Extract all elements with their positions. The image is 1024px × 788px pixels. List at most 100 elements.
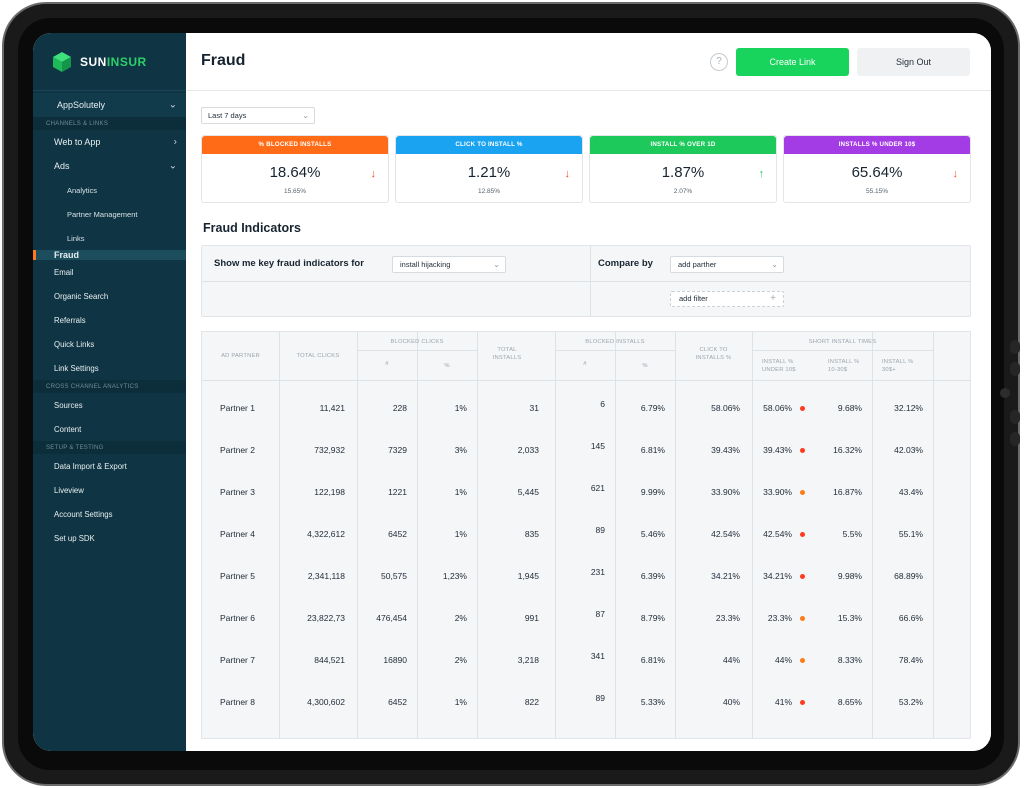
sidebar-item-analytics[interactable]: Analytics xyxy=(33,178,186,202)
cell-bi: 89 xyxy=(595,693,605,703)
kpi-previous: 12.85% xyxy=(477,188,501,195)
header-blocked-installs-pct: % xyxy=(642,363,648,369)
cell-installs: 991 xyxy=(524,613,539,623)
sign-out-button[interactable]: Sign Out xyxy=(857,48,970,76)
cell-installs: 31 xyxy=(529,403,539,413)
status-dot-icon xyxy=(800,574,805,579)
table-row[interactable]: Partner 1 11,421 228 1% 31 6 6.79% 58.06% 58.06%… xyxy=(202,387,970,429)
cell-u10: 23.3% xyxy=(767,613,792,623)
kpi-label: CLICK TO INSTALL % xyxy=(396,136,582,154)
cell-partner: Partner 8 xyxy=(220,697,255,707)
status-dot-icon xyxy=(800,532,805,537)
compare-by-select[interactable]: add parther ⌄ xyxy=(670,256,784,273)
sidebar-item-label: Partner Management xyxy=(67,209,138,219)
compare-by-value: add parther xyxy=(678,260,717,269)
sidebar-item-liveview[interactable]: Liveview xyxy=(33,478,186,502)
cell-clicks: 2,341,118 xyxy=(307,571,345,581)
sidebar-item-sources[interactable]: Sources xyxy=(33,393,186,417)
logo[interactable]: SUNINSUR xyxy=(33,33,186,91)
sidebar-item-content[interactable]: Content xyxy=(33,417,186,441)
sidebar-item-email[interactable]: Email xyxy=(33,260,186,284)
sidebar-item-referrals[interactable]: Referrals xyxy=(33,308,186,332)
cell-u10: 58.06% xyxy=(763,403,792,413)
sidebar-item-partner-management[interactable]: Partner Management xyxy=(33,202,186,226)
cell-bcp: 1% xyxy=(454,403,467,413)
cell-u10: 41% xyxy=(774,697,792,707)
cell-installs: 2,033 xyxy=(517,445,539,455)
cell-clicks: 4,322,612 xyxy=(307,529,345,539)
sidebar-item-label: Link Settings xyxy=(54,363,99,373)
sidebar-item-label: Ads xyxy=(54,161,70,171)
header-blocked-clicks: BLOCKED CLICKS xyxy=(390,339,444,345)
sidebar-item-label: Quick Links xyxy=(54,339,95,349)
kpi-value: 1.87% xyxy=(661,164,705,181)
sidebar-item-link-settings[interactable]: Link Settings xyxy=(33,356,186,380)
status-dot-icon xyxy=(800,616,805,621)
add-filter-button[interactable]: add filter + xyxy=(670,291,784,307)
table-row[interactable]: Partner 8 4,300,602 6452 1% 822 89 5.33% 40% 41%… xyxy=(202,681,970,723)
help-icon[interactable]: ? xyxy=(710,53,728,71)
sidebar-item-label: Sources xyxy=(54,400,83,410)
header-divider xyxy=(357,350,477,351)
column-divider xyxy=(477,332,478,738)
cell-clicks: 844,521 xyxy=(314,655,345,665)
kpi-label: INSTALLS % UNDER 10$ xyxy=(784,136,970,154)
header-line: INSTALL % xyxy=(882,359,914,365)
sidebar-item-links[interactable]: Links xyxy=(33,226,186,250)
cell-bip: 8.79% xyxy=(640,613,665,623)
cell-clicks: 11,421 xyxy=(319,403,345,413)
sidebar-item-organic-search[interactable]: Organic Search xyxy=(33,284,186,308)
top-bar: Fraud ? Create Link Sign Out xyxy=(186,33,991,91)
cell-bc: 6452 xyxy=(388,697,407,707)
cell-o: 78.4% xyxy=(898,655,923,665)
header-line: INSTALL % xyxy=(762,359,794,365)
header-divider xyxy=(202,380,970,381)
cell-c2i: 58.06% xyxy=(711,403,740,413)
sidebar-item-label: Data Import & Export xyxy=(54,461,127,471)
table-row[interactable]: Partner 2 732,932 7329 3% 2,033 145 6.81% 39.43… xyxy=(202,429,970,471)
create-link-button[interactable]: Create Link xyxy=(736,48,849,76)
cell-bip: 6.81% xyxy=(640,445,665,455)
kpi-previous: 2.07% xyxy=(673,188,693,195)
cell-o: 68.89% xyxy=(894,571,923,581)
side-button xyxy=(1010,340,1020,354)
cell-c2i: 34.21% xyxy=(711,571,740,581)
sidebar-item-label: Email xyxy=(54,267,74,277)
sidebar-item-account-settings[interactable]: Account Settings xyxy=(33,502,186,526)
header-line: 10-30$ xyxy=(828,367,848,373)
cell-bip: 5.33% xyxy=(640,697,665,707)
header-line: CLICK TO xyxy=(699,347,728,353)
date-range-select[interactable]: Last 7 days ⌄ xyxy=(201,107,315,124)
sidebar-item-ads[interactable]: Ads ⌄ xyxy=(33,154,186,178)
app-selector[interactable]: AppSolutely ⌄ xyxy=(33,93,186,117)
cell-clicks: 122,198 xyxy=(314,487,345,497)
column-divider xyxy=(872,332,873,738)
table-row[interactable]: Partner 6 23,822,73 476,454 2% 991 87 8.79% 23.… xyxy=(202,597,970,639)
cell-installs: 822 xyxy=(524,697,539,707)
sidebar-item-setup-sdk[interactable]: Set up SDK xyxy=(33,526,186,550)
table-row[interactable]: Partner 3 122,198 1221 1% 5,445 621 9.99% 33.90… xyxy=(202,471,970,513)
sidebar-item-data-import[interactable]: Data Import & Export xyxy=(33,454,186,478)
cell-bc: 7329 xyxy=(388,445,407,455)
cell-bi: 621 xyxy=(590,483,605,493)
page-title: Fraud xyxy=(201,52,246,69)
table-row[interactable]: Partner 5 2,341,118 50,575 1,23% 1,945 231 6.3… xyxy=(202,555,970,597)
column-divider xyxy=(675,332,676,738)
arrow-down-icon: ↓ xyxy=(564,168,571,180)
indicator-type-select[interactable]: install hijacking ⌄ xyxy=(392,256,506,273)
sidebar-item-fraud[interactable]: Fraud xyxy=(33,250,186,260)
sidebar-item-web-to-app[interactable]: Web to App › xyxy=(33,130,186,154)
cell-bc: 476,454 xyxy=(376,613,407,623)
header-line: TOTAL xyxy=(497,347,517,353)
cell-bc: 50,575 xyxy=(381,571,407,581)
column-divider xyxy=(417,332,418,738)
cell-c2i: 42.54% xyxy=(711,529,740,539)
sidebar-item-quick-links[interactable]: Quick Links xyxy=(33,332,186,356)
table-row[interactable]: Partner 7 844,521 16890 2% 3,218 341 6.81% 44% 4… xyxy=(202,639,970,681)
header-blocked-clicks-count: # xyxy=(385,361,389,367)
table-row[interactable]: Partner 4 4,322,612 6452 1% 835 89 5.46% 42.54%… xyxy=(202,513,970,555)
main-content: Fraud ? Create Link Sign Out Last 7 days… xyxy=(186,33,991,751)
cell-bi: 231 xyxy=(590,567,605,577)
side-button xyxy=(1010,410,1020,424)
kpi-label: INSTALL % OVER 1D xyxy=(590,136,776,154)
